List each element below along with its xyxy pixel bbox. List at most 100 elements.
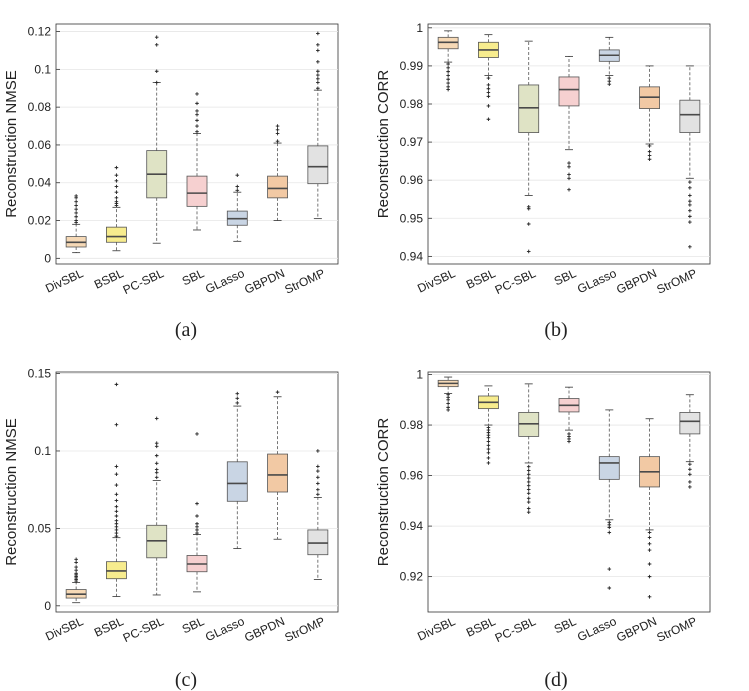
iqr-box — [106, 226, 127, 243]
iqr-box — [186, 175, 208, 207]
outlier-point — [114, 498, 119, 503]
outlier-point — [526, 249, 531, 254]
outlier-point — [114, 184, 119, 189]
plot-frame — [55, 371, 339, 613]
y-tick-labels: 0 0.02 0.04 0.06 0.08 0.1 0.12 — [28, 25, 52, 266]
outlier-point — [688, 203, 692, 207]
outlier-point — [647, 548, 652, 552]
x-tick-label: PC-SBL — [493, 266, 538, 297]
box-gbpdn — [639, 418, 660, 599]
x-tick-label: GBPDN — [614, 266, 659, 297]
y-tick-labels: 0.92 0.94 0.96 0.98 1 — [400, 368, 424, 584]
outlier-point — [567, 161, 571, 165]
outlier-point — [688, 208, 692, 213]
panel-caption: (c) — [175, 669, 197, 691]
box-divsbl — [65, 557, 87, 604]
outlier-point — [114, 382, 119, 387]
outlier-point — [526, 468, 531, 473]
x-tick-label: DivSBL — [43, 614, 85, 644]
outlier-point — [235, 391, 240, 396]
y-axis-label: Reconstruction NMSE — [3, 418, 20, 566]
iqr-box — [307, 145, 329, 185]
outlier-point — [235, 401, 240, 405]
outlier-point — [114, 525, 119, 529]
outlier-point — [195, 528, 199, 532]
box-glasso — [226, 173, 248, 242]
y-tick-label: 0.1 — [34, 444, 51, 458]
box-gbpdn — [267, 390, 288, 540]
gridlines — [428, 374, 710, 578]
panel-caption: (b) — [544, 319, 567, 341]
x-tick-label: DivSBL — [415, 614, 457, 644]
x-tick-label: SBL — [180, 614, 207, 636]
outlier-point — [526, 472, 531, 477]
outlier-point — [486, 94, 491, 99]
box-bsbl — [478, 385, 499, 465]
outlier-point — [446, 81, 450, 85]
outlier-point — [316, 86, 320, 91]
outlier-point — [154, 453, 159, 458]
box-pc-sbl — [518, 40, 540, 254]
outlier-point — [446, 69, 450, 74]
outlier-point — [486, 461, 491, 465]
box-sbl — [558, 55, 580, 192]
plot-frame — [427, 23, 711, 265]
outlier-point — [526, 491, 531, 496]
x-tick-label: DivSBL — [43, 266, 85, 296]
y-tick-label: 0.04 — [28, 176, 52, 190]
box-pc-sbl — [146, 35, 168, 244]
outlier-point — [647, 541, 652, 546]
y-tick-labels: 0 0.05 0.1 0.15 — [28, 367, 52, 613]
outlier-point — [114, 483, 119, 487]
outlier-point — [114, 531, 119, 535]
outlier-point — [486, 451, 491, 455]
outlier-point — [114, 199, 119, 204]
outlier-point — [195, 109, 199, 113]
outlier-point — [316, 73, 320, 77]
outlier-point — [688, 199, 692, 203]
panel-a: 0 0.02 0.04 0.06 0.08 0.1 0.12 DivSBL BSBLPC-SB… — [3, 23, 339, 341]
outlier-point — [486, 435, 491, 440]
outlier-point — [74, 571, 78, 576]
outlier-point — [114, 518, 119, 523]
x-tick-label: SBL — [180, 266, 207, 288]
outlier-point — [114, 492, 119, 497]
outlier-point — [647, 149, 652, 154]
y-axis-label: Reconstruction CORR — [375, 70, 392, 219]
outlier-point — [526, 496, 531, 501]
iqr-box — [679, 99, 701, 133]
outlier-point — [275, 128, 280, 132]
x-tick-label: GLasso — [203, 614, 247, 644]
box-gbpdn — [639, 65, 660, 162]
box-sbl — [558, 386, 580, 444]
outlier-point — [154, 444, 159, 449]
outlier-point — [195, 432, 199, 436]
x-tick-label: BSBL — [92, 614, 126, 640]
outlier-point — [74, 560, 78, 565]
outlier-point — [74, 199, 78, 204]
outlier-point — [74, 557, 78, 562]
iqr-box — [518, 84, 540, 133]
outlier-point — [275, 131, 280, 136]
y-tick-label: 0.12 — [28, 25, 52, 39]
outlier-point — [195, 129, 199, 134]
outlier-point — [526, 476, 531, 480]
y-tick-labels: 0.94 0.95 0.96 0.97 0.98 0.99 1 — [400, 21, 424, 264]
outlier-point — [526, 206, 531, 211]
outlier-point — [114, 179, 119, 183]
outlier-point — [316, 464, 320, 469]
outlier-point — [74, 218, 78, 223]
box-stromp — [679, 65, 701, 249]
plot-frame — [55, 23, 339, 265]
outlier-point — [567, 176, 571, 181]
outlier-point — [235, 188, 240, 193]
x-tick-label: BSBL — [464, 266, 498, 292]
x-tick-label: SBL — [552, 614, 579, 636]
outlier-point — [154, 461, 159, 466]
outlier-point — [316, 42, 320, 47]
y-tick-label: 0.94 — [400, 249, 424, 263]
outlier-point — [74, 207, 78, 211]
boxplots — [65, 31, 329, 254]
